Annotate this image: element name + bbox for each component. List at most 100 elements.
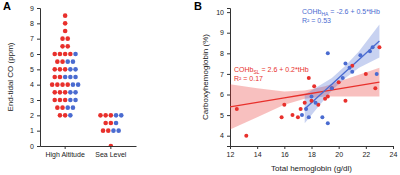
tick-label: 24 bbox=[390, 151, 398, 158]
point bbox=[63, 113, 68, 118]
tick-mark bbox=[366, 146, 367, 149]
plot-area bbox=[50, 13, 124, 146]
tick: 8 bbox=[30, 20, 40, 27]
point bbox=[52, 67, 57, 72]
point bbox=[111, 128, 116, 133]
point bbox=[68, 67, 73, 72]
point bbox=[71, 59, 76, 64]
point bbox=[63, 75, 68, 80]
point bbox=[65, 105, 70, 110]
tick-label: 9 bbox=[30, 5, 34, 12]
point bbox=[109, 144, 114, 146]
tick-label: 14 bbox=[254, 151, 262, 158]
chart: AEnd-tidal CO (ppm)0123456789High Altitu… bbox=[0, 0, 400, 175]
tick-label: 5 bbox=[30, 66, 34, 73]
axis: 12141618202224 bbox=[227, 146, 398, 158]
point bbox=[114, 121, 119, 126]
tick-mark bbox=[37, 85, 40, 86]
tick: 5 bbox=[30, 66, 40, 73]
r-squared: R² = 0.53 bbox=[302, 17, 331, 24]
tick-label: Sea Level bbox=[95, 151, 127, 158]
point bbox=[373, 86, 377, 90]
point bbox=[68, 52, 73, 57]
tick-mark bbox=[110, 146, 111, 149]
tick-label: 2 bbox=[30, 112, 34, 119]
point bbox=[60, 105, 65, 110]
fit-line bbox=[305, 41, 380, 109]
axis: High Altitude Sea Level bbox=[41, 146, 137, 159]
point bbox=[58, 52, 63, 57]
point bbox=[307, 115, 311, 119]
point bbox=[52, 98, 57, 103]
equation-part: = -2.6 + 0.5*tHb bbox=[328, 8, 379, 15]
tick-label: 7 bbox=[220, 71, 224, 78]
point bbox=[63, 52, 68, 57]
point bbox=[73, 90, 78, 95]
tick: 7 bbox=[30, 35, 40, 42]
point bbox=[235, 107, 239, 111]
point bbox=[68, 75, 73, 80]
point bbox=[343, 99, 347, 103]
point bbox=[73, 75, 78, 80]
tick-mark bbox=[227, 74, 230, 75]
point bbox=[337, 80, 341, 84]
point bbox=[65, 59, 70, 64]
tick-label: 18 bbox=[308, 151, 316, 158]
tick: 3 bbox=[30, 97, 40, 104]
equation-part: COHb bbox=[234, 66, 254, 73]
equation-part: COHb bbox=[302, 8, 322, 15]
point bbox=[296, 115, 300, 119]
tick-mark bbox=[37, 8, 40, 9]
tick-label: 10 bbox=[216, 9, 224, 16]
tick: Sea Level bbox=[95, 146, 127, 158]
axis-line bbox=[231, 147, 394, 150]
point bbox=[55, 59, 60, 64]
tick-label: High Altitude bbox=[45, 151, 84, 159]
confidence-band bbox=[305, 24, 380, 123]
tick-label: 1 bbox=[30, 127, 34, 134]
tick-mark bbox=[257, 146, 258, 149]
tick-label: 4 bbox=[220, 132, 224, 139]
tick-mark bbox=[312, 146, 313, 149]
tick: 1 bbox=[30, 127, 40, 134]
plot-area bbox=[230, 24, 381, 137]
point bbox=[377, 45, 381, 49]
tick-label: 9 bbox=[220, 29, 224, 36]
tick: 20 bbox=[335, 146, 343, 158]
tick-label: 6 bbox=[220, 91, 224, 98]
tick-mark bbox=[37, 69, 40, 70]
tick: 16 bbox=[281, 146, 289, 158]
tick-mark bbox=[37, 146, 40, 147]
point bbox=[303, 101, 307, 105]
point bbox=[52, 52, 57, 57]
point bbox=[371, 45, 375, 49]
tick: 24 bbox=[390, 146, 398, 158]
tick: High Altitude bbox=[45, 146, 84, 159]
point bbox=[60, 44, 65, 49]
point bbox=[304, 107, 308, 111]
tick: 22 bbox=[362, 146, 370, 158]
point bbox=[109, 113, 114, 118]
point bbox=[119, 113, 124, 118]
point bbox=[71, 105, 76, 110]
tick-mark bbox=[37, 100, 40, 101]
point bbox=[290, 113, 294, 117]
tick-mark bbox=[37, 115, 40, 116]
point bbox=[343, 62, 347, 66]
tick-mark bbox=[227, 115, 230, 116]
point bbox=[55, 105, 60, 110]
tick-mark bbox=[65, 146, 66, 149]
axis-line bbox=[41, 146, 137, 147]
point bbox=[330, 86, 334, 90]
point bbox=[58, 113, 63, 118]
point bbox=[63, 90, 68, 95]
equation-part: = 2.6 + 0.2*tHb bbox=[260, 66, 309, 73]
tick-label: 8 bbox=[30, 20, 34, 27]
tick: 4 bbox=[30, 81, 40, 88]
tick-label: 16 bbox=[281, 151, 289, 158]
point bbox=[68, 98, 73, 103]
tick-label: 8 bbox=[220, 50, 224, 57]
tick: 18 bbox=[308, 146, 316, 158]
tick: 6 bbox=[220, 91, 230, 98]
point bbox=[364, 72, 368, 76]
